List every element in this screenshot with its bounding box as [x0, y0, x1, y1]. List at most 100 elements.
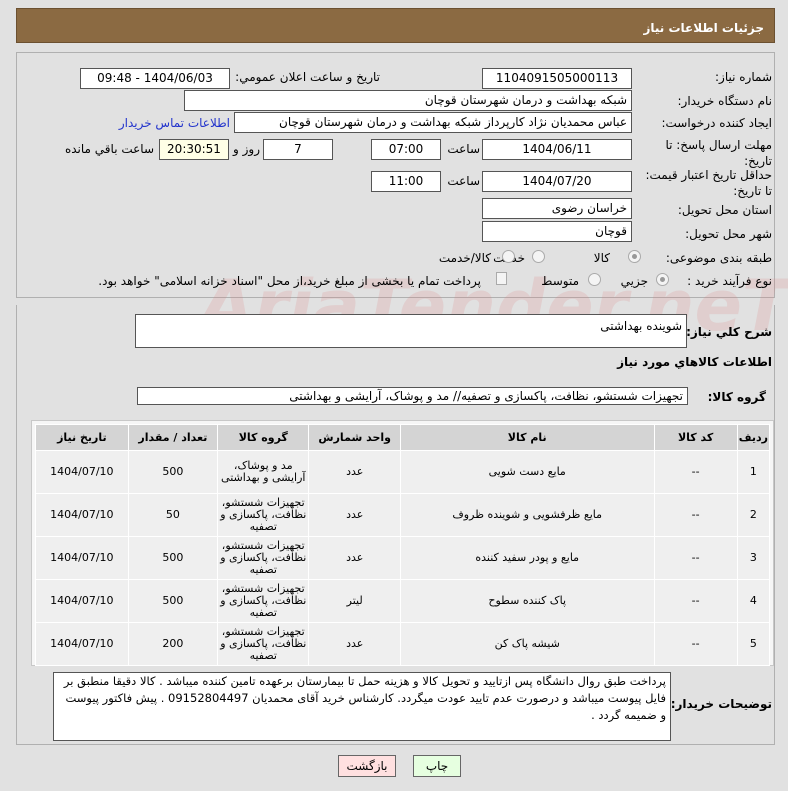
table-cell: عدد: [308, 450, 401, 494]
table-cell: لیتر: [308, 579, 401, 623]
print-button[interactable]: چاپ: [413, 755, 461, 777]
table-cell: 1404/07/10: [35, 450, 129, 494]
process-option-medium: متوسط: [541, 274, 579, 288]
reply-deadline-label: مهلت ارسال پاسخ: تا تاریخ:: [665, 138, 772, 168]
treasury-note: پرداخت تمام یا بخشی از مبلغ خرید،از محل …: [98, 274, 481, 288]
table-cell: --: [653, 493, 738, 537]
column-header: نام کالا: [399, 424, 655, 451]
table-row: 5 -- شیشه پاک کن عدد تجهیزات شستشو، نظافت، پ…: [35, 622, 771, 666]
table-cell: تجهیزات شستشو، نظافت، پاکسازی و تصفیه: [217, 579, 310, 623]
process-radio-minor[interactable]: [656, 273, 669, 286]
back-button[interactable]: بازگشت: [338, 755, 396, 777]
table-cell: --: [653, 536, 738, 580]
need-info-panel: [16, 52, 775, 298]
process-radio-medium[interactable]: [588, 273, 601, 286]
table-cell: 1404/07/10: [35, 579, 129, 623]
table-cell: عدد: [308, 536, 401, 580]
category-option-both: کالا/خدمت: [438, 251, 491, 265]
category-radio-both[interactable]: [502, 250, 515, 263]
validity-date-field: 1404/07/20: [482, 171, 632, 192]
table-cell: 50: [127, 493, 219, 537]
buyer-org-label: نام دستگاه خریدار:: [677, 94, 773, 108]
province-field: خراسان رضوی: [482, 198, 632, 219]
table-row: 3 -- مایع و پودر سفید کننده عدد تجهیزات شستش…: [35, 536, 771, 580]
reply-time-label: ساعت: [447, 142, 480, 156]
table-cell: 1404/07/10: [35, 493, 129, 537]
table-cell: عدد: [308, 622, 401, 666]
contact-info-link[interactable]: اطلاعات تماس خریدار: [118, 116, 230, 130]
table-cell: 2: [736, 493, 771, 537]
description-label: شرح کلي نیاز:: [686, 325, 772, 339]
goods-group-field: تجهیزات شستشو، نظافت، پاکسازی و تصفیه// …: [137, 387, 688, 405]
table-cell: تجهیزات شستشو، نظافت، پاکسازی و تصفیه: [217, 622, 310, 666]
table-cell: شیشه پاک کن: [399, 622, 655, 666]
category-radio-service[interactable]: [532, 250, 545, 263]
table-row: 2 -- مایع ظرفشویی و شوینده ظروف عدد تجهیزات …: [35, 493, 771, 537]
table-cell: --: [653, 622, 738, 666]
treasury-checkbox[interactable]: [496, 272, 507, 285]
table-row: 1 -- مایع دست شویی عدد مد و پوشاک، آرایشی و …: [35, 450, 771, 494]
buyer-notes-field[interactable]: پرداخت طبق روال دانشگاه پس ازتایید و تحو…: [53, 672, 671, 741]
creator-label: ایجاد کننده درخواست:: [661, 116, 772, 130]
reply-time-field: 07:00: [371, 139, 441, 160]
table-cell: 1: [736, 450, 771, 494]
validity-time-label: ساعت: [447, 174, 480, 188]
province-label: استان محل تحویل:: [677, 203, 772, 217]
process-option-minor: جزیي: [620, 274, 648, 288]
table-cell: تجهیزات شستشو، نظافت، پاکسازی و تصفیه: [217, 536, 310, 580]
table-cell: --: [653, 450, 738, 494]
column-header: تعداد / مقدار: [127, 424, 219, 451]
city-field: قوچان: [482, 221, 632, 242]
table-cell: تجهیزات شستشو، نظافت، پاکسازی و تصفیه: [217, 493, 310, 537]
page-header: جزئیات اطلاعات نیاز: [16, 8, 775, 43]
validity-time-field: 11:00: [371, 171, 441, 192]
days-label: روز و: [233, 142, 260, 156]
announce-label: تاریخ و ساعت اعلان عمومي:: [235, 70, 380, 84]
column-header: کد کالا: [653, 424, 738, 451]
table-cell: مایع دست شویی: [399, 450, 655, 494]
remaining-label: ساعت باقي مانده: [64, 142, 154, 156]
remaining-time-field: 20:30:51: [159, 139, 229, 160]
category-label: طبقه بندی موضوعی:: [665, 251, 772, 265]
creator-field: عباس محمدیان نژاد کارپرداز شبکه بهداشت و…: [234, 112, 632, 133]
table-header-row: ردیف کد کالا نام کالا واحد شمارش گروه کالا تع…: [35, 424, 771, 451]
table-cell: 1404/07/10: [35, 536, 129, 580]
table-cell: پاک کننده سطوح: [399, 579, 655, 623]
validity-label: حداقل تاریخ اعتبار قیمت: تا تاریخ:: [645, 168, 772, 198]
process-label: نوع فرآیند خرید :: [687, 274, 772, 288]
table-cell: مد و پوشاک، آرایشی و بهداشتی: [217, 450, 310, 494]
category-radio-goods[interactable]: [628, 250, 641, 263]
table-cell: عدد: [308, 493, 401, 537]
days-field: 7: [263, 139, 333, 160]
table-cell: 1404/07/10: [35, 622, 129, 666]
goods-section-title: اطلاعات کالاهاي مورد نیاز: [617, 355, 772, 369]
column-header: ردیف: [736, 424, 771, 451]
table-cell: --: [653, 579, 738, 623]
table-cell: 500: [127, 579, 219, 623]
table-cell: 5: [736, 622, 771, 666]
buyer-org-field: شبکه بهداشت و درمان شهرستان قوچان: [184, 90, 632, 111]
table-cell: 3: [736, 536, 771, 580]
need-number-field: 1104091505000113: [482, 68, 632, 89]
goods-panel: [16, 305, 775, 745]
column-header: تاریخ نیاز: [35, 424, 129, 451]
goods-table: ردیف کد کالا نام کالا واحد شمارش گروه کالا تع…: [35, 424, 771, 666]
announce-field: 1404/06/03 - 09:48: [80, 68, 230, 89]
table-cell: 4: [736, 579, 771, 623]
table-cell: مایع و پودر سفید کننده: [399, 536, 655, 580]
category-option-goods: کالا: [593, 251, 610, 265]
city-label: شهر محل تحویل:: [685, 227, 772, 241]
need-number-label: شماره نیاز:: [715, 70, 772, 84]
reply-date-field: 1404/06/11: [482, 139, 632, 160]
table-row: 4 -- پاک کننده سطوح لیتر تجهیزات شستشو، نظاف…: [35, 579, 771, 623]
column-header: گروه کالا: [217, 424, 310, 451]
table-cell: 200: [127, 622, 219, 666]
table-cell: مایع ظرفشویی و شوینده ظروف: [399, 493, 655, 537]
goods-group-label: گروه کالا:: [707, 390, 766, 404]
page-title: جزئیات اطلاعات نیاز: [643, 21, 764, 35]
table-cell: 500: [127, 536, 219, 580]
table-cell: 500: [127, 450, 219, 494]
buyer-notes-label: توضیحات خریدار:: [670, 697, 772, 711]
column-header: واحد شمارش: [308, 424, 401, 451]
description-field[interactable]: شوینده بهداشتی: [135, 314, 687, 348]
